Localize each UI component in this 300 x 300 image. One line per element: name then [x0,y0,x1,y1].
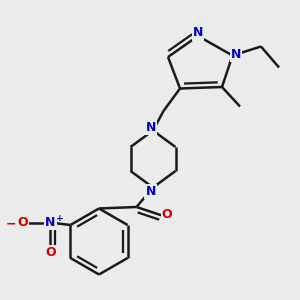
Text: N: N [45,216,56,229]
Text: +: + [56,214,63,223]
Text: N: N [146,121,156,134]
Text: N: N [231,47,241,61]
Text: O: O [45,245,56,259]
Text: N: N [146,184,156,198]
Text: −: − [6,218,16,231]
Text: N: N [193,26,203,40]
Text: O: O [162,208,172,221]
Text: O: O [18,216,28,229]
